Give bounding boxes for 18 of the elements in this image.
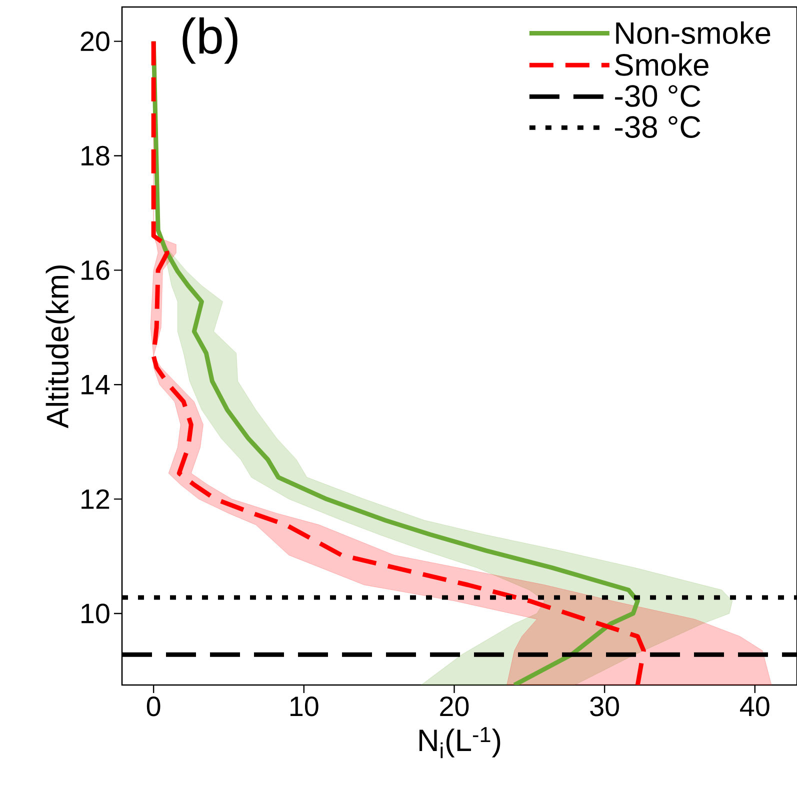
x-tick-label: 0 xyxy=(146,696,160,716)
y-tick-label: 20 xyxy=(80,31,110,52)
y-tick-label: 14 xyxy=(82,375,110,394)
x-tick-label: 20 xyxy=(440,696,469,716)
x-tick-label: 30 xyxy=(590,696,619,716)
legend-label: -30 °C xyxy=(615,85,700,107)
y-tick-label: 18 xyxy=(82,146,110,166)
y-tick-label: 10 xyxy=(82,604,110,624)
x-tick-label: 10 xyxy=(290,696,318,716)
y-axis-title: Altitude(km) xyxy=(46,266,75,428)
legend-label: Non-smoke xyxy=(616,21,770,44)
x-tick-label: 40 xyxy=(740,696,770,716)
legend-label: -38 °C xyxy=(615,116,700,138)
legend-label: Smoke xyxy=(615,53,708,76)
y-tick-label: 12 xyxy=(82,489,110,509)
annotation: (b) xyxy=(182,17,238,64)
y-tick-label: 16 xyxy=(82,260,110,280)
x-axis-title: N$_{i}$(L$^{-1}$) xyxy=(419,727,500,758)
